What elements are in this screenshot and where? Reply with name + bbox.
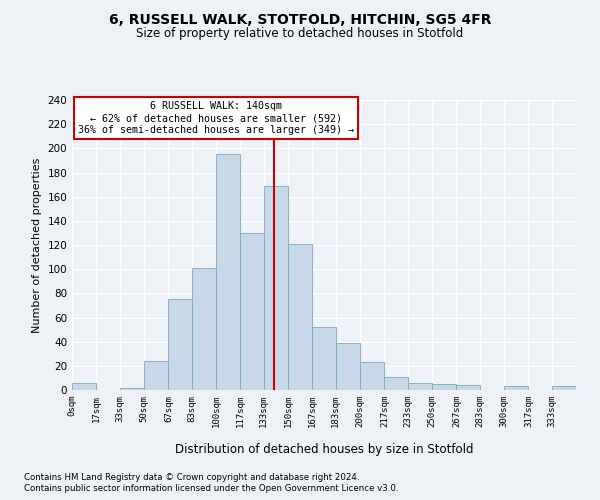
Bar bbox=[551, 386, 576, 390]
Bar bbox=[504, 386, 529, 390]
Text: Size of property relative to detached houses in Stotfold: Size of property relative to detached ho… bbox=[136, 28, 464, 40]
Text: Distribution of detached houses by size in Stotfold: Distribution of detached houses by size … bbox=[175, 442, 473, 456]
Bar bbox=[169, 300, 191, 390]
Bar bbox=[72, 383, 97, 390]
Bar bbox=[407, 383, 432, 390]
Text: 6, RUSSELL WALK, STOTFOLD, HITCHIN, SG5 4FR: 6, RUSSELL WALK, STOTFOLD, HITCHIN, SG5 … bbox=[109, 12, 491, 26]
Bar bbox=[457, 385, 479, 390]
Bar bbox=[216, 154, 241, 390]
Bar bbox=[144, 361, 169, 390]
Bar bbox=[432, 384, 457, 390]
Y-axis label: Number of detached properties: Number of detached properties bbox=[32, 158, 42, 332]
Text: 6 RUSSELL WALK: 140sqm
← 62% of detached houses are smaller (592)
36% of semi-de: 6 RUSSELL WALK: 140sqm ← 62% of detached… bbox=[77, 102, 353, 134]
Bar bbox=[241, 233, 263, 390]
Bar bbox=[191, 268, 216, 390]
Bar bbox=[263, 186, 288, 390]
Text: Contains HM Land Registry data © Crown copyright and database right 2024.: Contains HM Land Registry data © Crown c… bbox=[24, 472, 359, 482]
Bar bbox=[335, 343, 360, 390]
Bar bbox=[385, 376, 407, 390]
Bar bbox=[360, 362, 385, 390]
Bar bbox=[313, 327, 335, 390]
Text: Contains public sector information licensed under the Open Government Licence v3: Contains public sector information licen… bbox=[24, 484, 398, 493]
Bar bbox=[119, 388, 144, 390]
Bar bbox=[288, 244, 313, 390]
